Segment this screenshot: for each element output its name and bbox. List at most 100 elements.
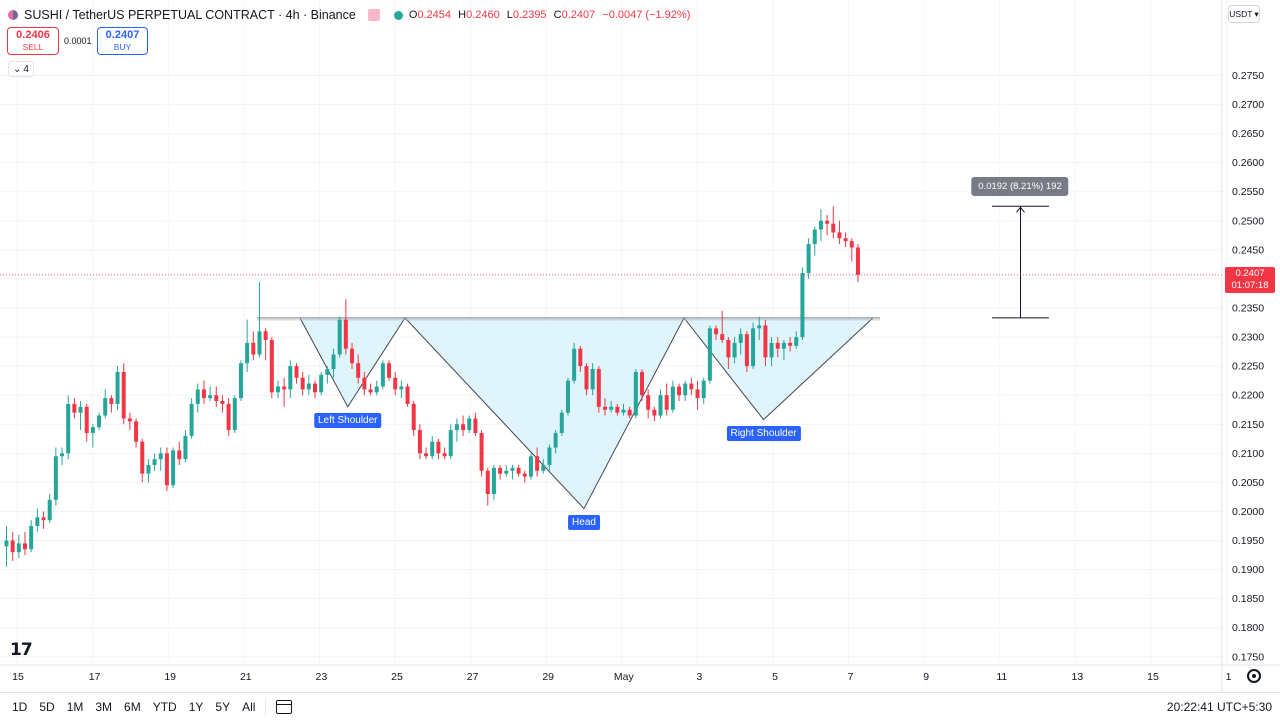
candle-down (602, 398, 607, 416)
range-1d-button[interactable]: 1D (12, 699, 28, 714)
range-3m-button[interactable]: 3M (95, 699, 113, 714)
annotation-right-shoulder[interactable]: Right Shoulder (726, 425, 801, 441)
currency-select[interactable]: USDT ▾ (1228, 5, 1260, 23)
candle-body (664, 395, 669, 410)
y-tick-label: 0.2250 (1232, 361, 1264, 373)
candle-up (189, 398, 194, 439)
candle-down (485, 467, 490, 506)
candle-down (343, 299, 348, 355)
buy-price: 0.2407 (105, 29, 140, 41)
candle-body (294, 366, 299, 378)
close-value: 0.2407 (561, 9, 596, 21)
candle-body (140, 441, 145, 474)
candle-body (183, 435, 188, 460)
candle-body (738, 334, 743, 343)
candle-up (683, 380, 688, 402)
candle-body (282, 386, 287, 390)
x-tick-label: 11 (996, 671, 1007, 683)
candle-up (818, 209, 823, 242)
candle-body (16, 543, 21, 553)
y-tick-label: 0.2000 (1232, 506, 1264, 518)
range-5d-button[interactable]: 5D (39, 699, 55, 714)
candle-up (374, 380, 379, 396)
candle-body (757, 325, 762, 329)
candle-body (380, 363, 385, 387)
buy-label: BUY (113, 42, 132, 52)
range-1y-button[interactable]: 1Y (188, 699, 204, 714)
candle-up (238, 360, 243, 402)
candle-body (491, 467, 496, 495)
candle-down (387, 360, 392, 381)
calendar-icon[interactable] (276, 699, 293, 714)
candle-down (627, 406, 632, 419)
candle-down (263, 328, 268, 361)
candle-down (615, 403, 620, 416)
y-tick-label: 0.1900 (1232, 564, 1264, 576)
candle-up (528, 453, 533, 480)
candle-up (399, 380, 404, 399)
candle-down (498, 464, 503, 480)
range-5y-button[interactable]: 5Y (215, 699, 231, 714)
candle-body (208, 395, 213, 399)
candle-up (183, 430, 188, 463)
candle-body (454, 424, 459, 431)
candle-down (362, 371, 367, 396)
change-value: −0.0047 (−1.92%) (602, 9, 691, 21)
buy-button[interactable]: 0.2407 BUY (97, 27, 148, 55)
candle-down (461, 415, 466, 436)
candle-body (436, 441, 441, 454)
candle-body (658, 395, 663, 416)
x-tick-label: 9 (923, 671, 929, 683)
candle-body (812, 229, 817, 245)
candle-down (220, 395, 225, 413)
candle-body (127, 418, 132, 422)
annotation-head[interactable]: Head (568, 514, 600, 530)
candle-up (454, 418, 459, 442)
range-6m-button[interactable]: 6M (124, 699, 141, 714)
candle-body (701, 380, 706, 399)
market-status-icon[interactable] (367, 9, 380, 21)
candle-body (602, 406, 607, 410)
chart-header: SUSHI / TetherUS PERPETUAL CONTRACT · 4h… (8, 6, 694, 24)
candle-up (572, 342, 577, 384)
candle-body (337, 319, 342, 355)
gear-icon[interactable] (1247, 669, 1261, 683)
candle-body (201, 389, 206, 399)
x-tick-label: 15 (1147, 671, 1159, 683)
candle-up (800, 267, 805, 340)
candle-body (238, 363, 243, 399)
indicators-toggle-button[interactable]: ⌄ 4 (8, 61, 34, 77)
annotation-left-shoulder[interactable]: Left Shoulder (314, 412, 382, 428)
candle-up (97, 412, 102, 431)
bottom-toolbar: 1D 5D 1M 3M 6M YTD 1Y 5Y All 20:22:41 UT… (0, 692, 1280, 720)
candle-body (257, 331, 262, 355)
candle-down (177, 441, 182, 465)
range-all-button[interactable]: All (242, 699, 256, 714)
candle-down (855, 244, 860, 282)
candle-up (29, 520, 34, 553)
clock[interactable]: 20:22:41 UTC+5:30 (1166, 700, 1272, 714)
candle-body (97, 415, 102, 428)
candle-body (306, 383, 311, 390)
candle-body (442, 453, 447, 457)
candle-body (115, 371, 120, 404)
range-ytd-button[interactable]: YTD (152, 699, 177, 714)
range-1m-button[interactable]: 1M (66, 699, 84, 714)
candle-up (559, 409, 564, 436)
symbol-title[interactable]: SUSHI / TetherUS PERPETUAL CONTRACT · 4h… (24, 8, 356, 22)
candle-body (572, 348, 577, 381)
candle-body (510, 467, 515, 471)
candle-down (695, 380, 700, 410)
sell-button[interactable]: 0.2406 SELL (7, 27, 59, 55)
measure-label: 0.0192 (8.21%) 192 (971, 177, 1069, 197)
candle-body (430, 441, 435, 457)
candle-body (640, 371, 645, 396)
candle-body (751, 328, 756, 367)
candle-down (350, 342, 355, 370)
candle-down (368, 383, 373, 396)
candle-down (646, 389, 651, 419)
candle-body (84, 406, 89, 433)
tradingview-logo[interactable]: 17 (10, 640, 33, 660)
candle-body (405, 386, 410, 404)
